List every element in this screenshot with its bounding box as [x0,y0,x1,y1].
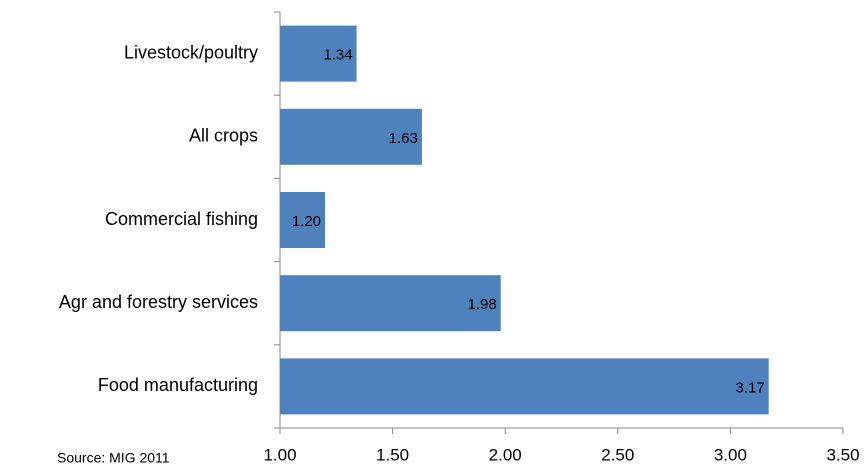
value-label: 3.17 [735,379,764,396]
value-label: 1.98 [467,296,496,313]
category-label: Agr and forestry services [59,292,258,312]
value-label: 1.20 [292,213,321,230]
x-tick-label: 3.00 [714,445,747,464]
value-label: 1.63 [389,130,418,147]
x-tick-label: 2.00 [489,445,522,464]
x-tick-label: 2.50 [601,445,634,464]
source-note: Source: MIG 2011 [57,450,170,466]
category-label: Commercial fishing [105,209,258,229]
bar [280,108,422,165]
category-label: Livestock/poultry [124,42,258,62]
bar [280,358,769,415]
category-label: All crops [189,126,258,146]
category-label: Food manufacturing [98,375,258,395]
x-tick-label: 1.50 [376,445,409,464]
value-label: 1.34 [323,47,352,64]
bar [280,25,357,82]
x-tick-label: 1.00 [263,445,296,464]
x-tick-label: 3.50 [826,445,859,464]
bar [280,192,326,248]
bar [280,275,501,332]
